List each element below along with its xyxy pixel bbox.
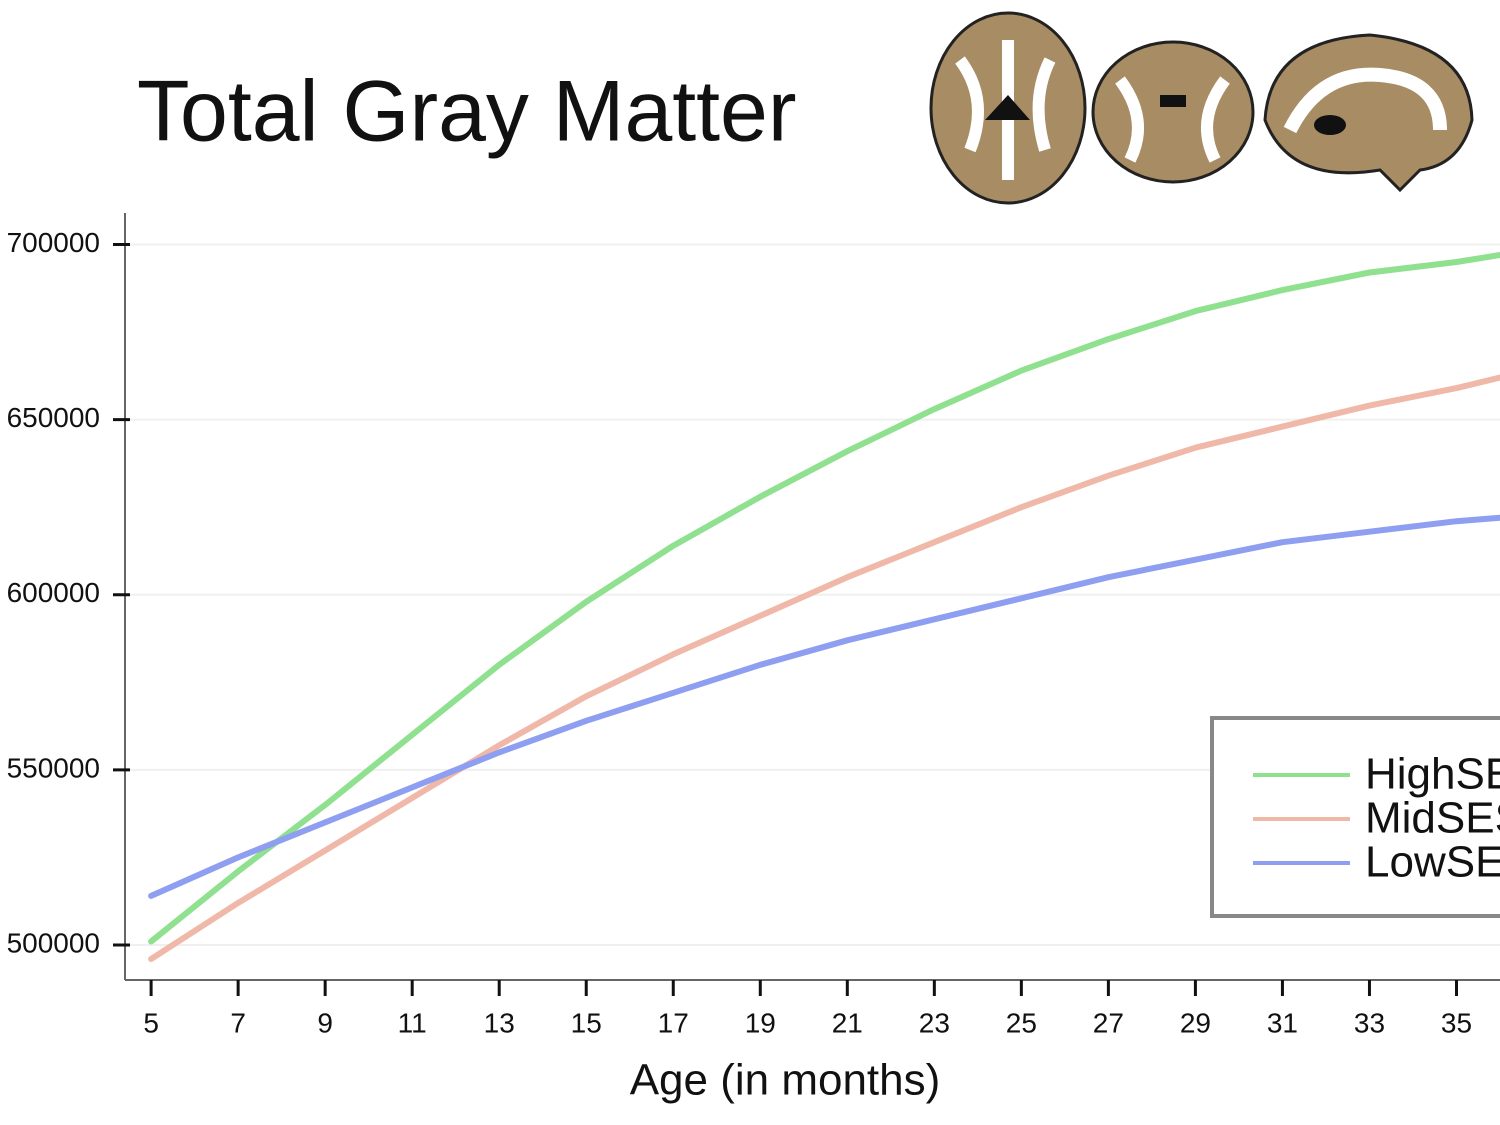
x-tick-label: 33: [1354, 1007, 1385, 1038]
y-tick-label: 700000: [7, 227, 100, 258]
x-tick-label: 15: [571, 1007, 602, 1038]
series-line: [148, 252, 1500, 945]
x-tick-label: 13: [484, 1007, 515, 1038]
x-tick-label: 35: [1441, 1007, 1472, 1038]
x-tick-label: 27: [1093, 1007, 1124, 1038]
y-tick-label: 550000: [7, 752, 100, 783]
brain-icons: [929, 11, 1474, 205]
x-tick-label: 17: [658, 1007, 689, 1038]
x-tick-label: 11: [398, 1007, 427, 1038]
legend: HighSESMidSESLowSES: [1210, 716, 1500, 918]
x-tick-label: 23: [919, 1007, 950, 1038]
x-tick-label: 25: [1006, 1007, 1037, 1038]
y-tick-label: 650000: [7, 402, 100, 433]
x-tick-label: 9: [317, 1007, 333, 1038]
x-tick-label: 29: [1180, 1007, 1211, 1038]
chart-title: Total Gray Matter: [137, 64, 797, 160]
series-line: [148, 514, 1500, 899]
x-tick-label: 19: [745, 1007, 776, 1038]
legend-label: HighSES: [1365, 750, 1500, 799]
x-tick-label: 7: [230, 1007, 246, 1038]
x-tick-label: 5: [143, 1007, 159, 1038]
x-axis-label: Age (in months): [630, 1056, 941, 1105]
y-tick-label: 600000: [7, 577, 100, 608]
x-tick-label: 21: [832, 1007, 863, 1038]
y-tick-label: 500000: [7, 927, 100, 958]
x-tick-label: 31: [1267, 1007, 1298, 1038]
legend-label: MidSES: [1365, 794, 1500, 843]
legend-label: LowSES: [1365, 838, 1500, 887]
series-line: [148, 374, 1500, 962]
